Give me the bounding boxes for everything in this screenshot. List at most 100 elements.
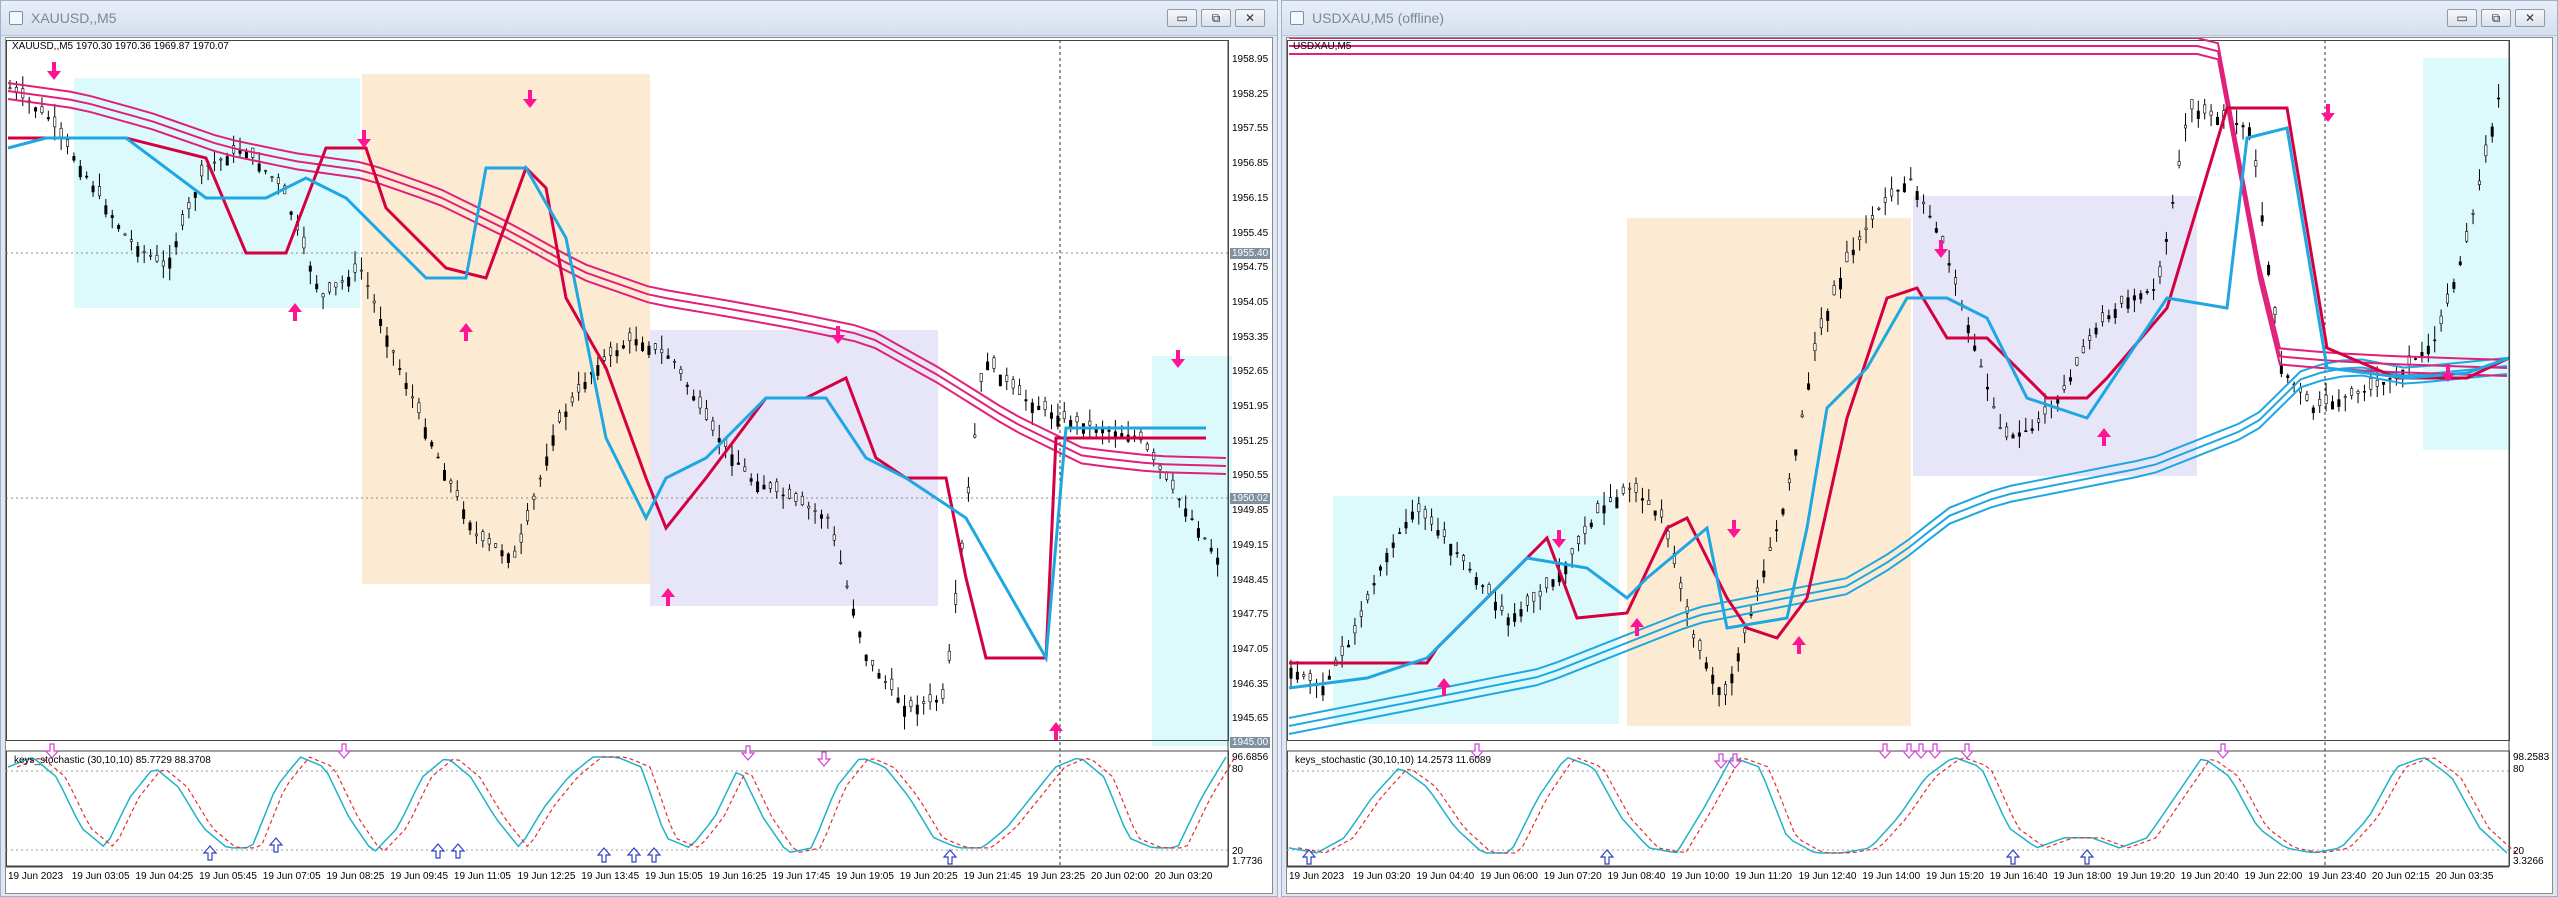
candle-body: [1005, 375, 1009, 382]
candle-body: [2369, 378, 2373, 390]
candle-body: [788, 488, 792, 499]
price-axis-label: 1952.65: [1232, 366, 1269, 378]
candle-body: [1768, 547, 1772, 551]
buy-arrow-icon: [661, 588, 675, 606]
price-axis-label: 1950.55: [1232, 470, 1269, 482]
close-button[interactable]: ✕: [2515, 9, 2545, 27]
candle-body: [1915, 191, 1919, 201]
highlight-zone: [2423, 58, 2511, 450]
candle-body: [756, 481, 760, 492]
candle-body: [1723, 684, 1727, 696]
highlight-zone: [362, 74, 650, 584]
price-axis-label: 1954.05: [1232, 296, 1269, 308]
moving-average-band: [7, 82, 1227, 459]
candle-body: [2484, 144, 2488, 157]
candle-body: [1621, 486, 1625, 494]
candle-body: [1018, 385, 1022, 395]
candle-body: [2497, 97, 2501, 100]
candle-body: [2305, 394, 2309, 401]
candle-body: [2062, 385, 2066, 390]
candle-body: [839, 562, 843, 564]
oscillator-down-arrow-icon: [816, 751, 832, 767]
candle-body: [72, 156, 76, 161]
time-axis-label: 19 Jun 2023: [8, 871, 64, 882]
candle-body: [1858, 236, 1862, 241]
candle-body: [1845, 251, 1849, 263]
candle-body: [40, 106, 44, 113]
oscillator-down-arrow-icon: [44, 743, 60, 759]
price-chart[interactable]: [6, 38, 1272, 893]
candle-body: [155, 255, 159, 262]
sell-arrow-icon: [2441, 364, 2455, 382]
price-axis-label: 1958.95: [1232, 54, 1269, 65]
candle-body: [1321, 686, 1325, 696]
candle-body: [570, 396, 574, 403]
time-axis-label: 19 Jun 06:00: [1480, 871, 1538, 882]
candle-body: [1775, 529, 1779, 532]
candle-body: [1442, 529, 1446, 537]
candle-body: [2330, 401, 2334, 410]
candle-body: [641, 342, 645, 352]
restore-button[interactable]: ⧉: [2481, 9, 2511, 27]
candle-body: [2011, 434, 2015, 439]
candle-body: [2465, 231, 2469, 242]
candle-body: [1062, 411, 1066, 419]
oscillator-down-arrow-icon: [1913, 743, 1929, 759]
candle-body: [2324, 394, 2328, 405]
candle-body: [1430, 516, 1434, 525]
title-bar[interactable]: USDXAU,M5 (offline) ▭ ⧉ ✕: [1282, 1, 2557, 36]
oscillator-up-arrow-icon: [1599, 849, 1615, 865]
candle-body: [1107, 429, 1111, 432]
candle-body: [2388, 377, 2392, 380]
candle-body: [379, 319, 383, 326]
candle-body: [596, 365, 600, 376]
close-button[interactable]: ✕: [1235, 9, 1265, 27]
candle-body: [1391, 542, 1395, 548]
candle-body: [2024, 430, 2028, 432]
candle-body: [1679, 582, 1683, 589]
candle-body: [2254, 160, 2258, 167]
candle-body: [270, 176, 274, 179]
candle-body: [1462, 555, 1466, 562]
candle-body: [487, 538, 491, 545]
price-chart[interactable]: [1287, 38, 2552, 893]
oscillator-up-arrow-icon: [646, 847, 662, 863]
time-axis-label: 19 Jun 04:40: [1416, 871, 1475, 882]
buy-arrow-icon: [2097, 428, 2111, 446]
candle-body: [2209, 110, 2213, 116]
chart-area[interactable]: USDXAU,M5 keys_stochastic (30,10,10) 14.…: [1286, 37, 2553, 894]
time-axis-label: 19 Jun 22:00: [2244, 871, 2303, 882]
time-axis-label: 19 Jun 03:20: [1352, 871, 1411, 882]
candle-body: [1551, 579, 1555, 587]
candle-body: [1493, 601, 1497, 611]
price-axis-label: 1956.15: [1232, 192, 1269, 204]
title-bar[interactable]: XAUUSD,,M5 ▭ ⧉ ✕: [1, 1, 1277, 36]
time-axis-label: 20 Jun 02:00: [1090, 871, 1149, 882]
candle-body: [896, 697, 900, 703]
candle-body: [2088, 335, 2092, 341]
candle-body: [78, 165, 82, 178]
minimize-button[interactable]: ▭: [2447, 9, 2477, 27]
candle-body: [2350, 388, 2354, 396]
candle-body: [545, 456, 549, 466]
trend-step-line: [1288, 126, 2510, 690]
candle-body: [1145, 443, 1149, 451]
current-price-tag: 1950.02: [1230, 493, 1271, 504]
candle-body: [1196, 528, 1200, 538]
time-axis-label: 19 Jun 15:20: [1926, 871, 1984, 882]
candle-body: [1525, 595, 1529, 606]
chart-area[interactable]: XAUUSD,,M5 1970.30 1970.36 1969.87 1970.…: [5, 37, 1273, 894]
restore-button[interactable]: ⧉: [1201, 9, 1231, 27]
candle-body: [494, 543, 498, 548]
time-axis-label: 20 Jun 03:35: [2435, 871, 2494, 882]
stochastic-signal-line: [1297, 757, 2517, 854]
candle-body: [2426, 345, 2430, 355]
price-axis-label: 1957.55: [1232, 123, 1269, 135]
candle-body: [1474, 577, 1478, 586]
candle-body: [2235, 123, 2239, 125]
candle-body: [161, 260, 165, 267]
oscillator-down-arrow-icon: [1469, 743, 1485, 759]
minimize-button[interactable]: ▭: [1167, 9, 1197, 27]
candle-body: [1455, 552, 1459, 554]
candle-body: [129, 239, 133, 242]
